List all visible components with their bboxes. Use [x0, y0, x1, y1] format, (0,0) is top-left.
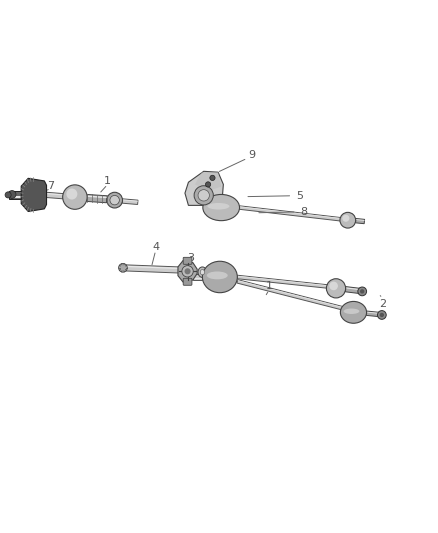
Text: 1: 1: [266, 281, 273, 291]
Polygon shape: [123, 199, 138, 201]
Polygon shape: [10, 196, 21, 198]
Ellipse shape: [200, 270, 205, 275]
Ellipse shape: [203, 195, 240, 221]
Polygon shape: [367, 312, 380, 314]
Circle shape: [63, 185, 87, 209]
Polygon shape: [356, 219, 364, 224]
Ellipse shape: [202, 261, 237, 293]
Circle shape: [107, 192, 123, 208]
Text: 9: 9: [248, 150, 255, 160]
Circle shape: [184, 268, 191, 274]
Circle shape: [194, 185, 213, 205]
Ellipse shape: [344, 309, 359, 314]
Text: 5: 5: [296, 191, 303, 201]
Circle shape: [110, 196, 120, 205]
Circle shape: [343, 215, 350, 222]
Circle shape: [8, 190, 16, 198]
Polygon shape: [193, 278, 202, 279]
Polygon shape: [237, 280, 350, 310]
Polygon shape: [237, 275, 333, 289]
Polygon shape: [346, 287, 360, 290]
Polygon shape: [87, 196, 107, 198]
Circle shape: [210, 175, 215, 181]
Polygon shape: [46, 193, 63, 196]
Circle shape: [378, 311, 386, 319]
Text: 1: 1: [104, 176, 111, 187]
Text: 6: 6: [222, 274, 229, 285]
Polygon shape: [21, 179, 46, 212]
Polygon shape: [46, 192, 64, 199]
Polygon shape: [237, 280, 350, 312]
Text: 8: 8: [300, 207, 308, 217]
Circle shape: [329, 281, 338, 290]
Polygon shape: [122, 199, 138, 205]
Circle shape: [119, 263, 127, 272]
Polygon shape: [356, 219, 364, 221]
Polygon shape: [239, 206, 342, 221]
Circle shape: [358, 287, 367, 296]
Text: 7: 7: [47, 181, 54, 191]
Circle shape: [67, 189, 78, 199]
FancyBboxPatch shape: [183, 257, 192, 264]
Polygon shape: [10, 191, 21, 199]
Circle shape: [205, 182, 211, 187]
FancyBboxPatch shape: [183, 278, 192, 285]
Ellipse shape: [198, 267, 207, 277]
Circle shape: [360, 289, 364, 294]
Text: 3: 3: [187, 253, 194, 263]
Text: 2: 2: [379, 298, 386, 309]
Polygon shape: [123, 265, 180, 273]
Circle shape: [380, 313, 384, 317]
Ellipse shape: [340, 302, 367, 323]
Circle shape: [5, 192, 11, 198]
Polygon shape: [366, 311, 380, 317]
Ellipse shape: [207, 271, 228, 279]
Polygon shape: [178, 261, 197, 282]
Polygon shape: [193, 274, 202, 280]
Circle shape: [326, 279, 346, 298]
Circle shape: [198, 190, 209, 201]
Polygon shape: [345, 287, 360, 294]
Polygon shape: [185, 171, 223, 212]
Circle shape: [340, 212, 356, 228]
Polygon shape: [123, 265, 180, 269]
Polygon shape: [87, 195, 107, 203]
Polygon shape: [240, 206, 341, 219]
Text: 4: 4: [152, 242, 159, 252]
Circle shape: [182, 265, 193, 277]
Polygon shape: [237, 276, 332, 287]
Polygon shape: [195, 172, 221, 191]
Ellipse shape: [208, 203, 230, 209]
